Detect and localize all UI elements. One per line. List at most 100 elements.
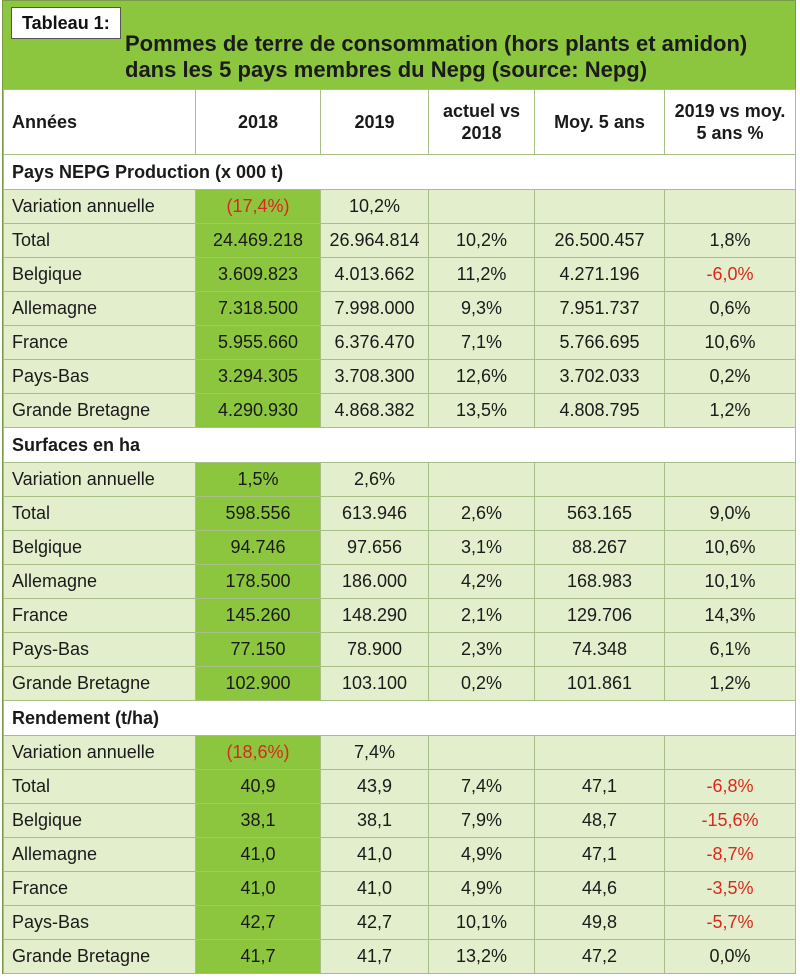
cell-moy-5-ans: 47,1: [534, 769, 665, 804]
cell-2019-vs-moy: 9,0%: [664, 496, 796, 531]
cell-2018: 42,7: [195, 905, 321, 940]
row-label: Total: [3, 769, 196, 804]
cell-2019-vs-moy: [664, 189, 796, 224]
cell-moy-5-ans: 88.267: [534, 530, 665, 565]
cell-actuel-vs-2018: 12,6%: [428, 359, 535, 394]
cell-2019: 4.013.662: [320, 257, 429, 292]
row-label: Allemagne: [3, 564, 196, 599]
cell-2019-vs-moy: 0,2%: [664, 359, 796, 394]
cell-actuel-vs-2018: 2,1%: [428, 598, 535, 633]
section-title: Surfaces en ha: [3, 427, 796, 463]
row-label: Grande Bretagne: [3, 666, 196, 701]
row-label: Variation annuelle: [3, 462, 196, 497]
title-line-2: dans les 5 pays membres du Nepg (source:…: [125, 57, 648, 82]
cell-2019: 78.900: [320, 632, 429, 667]
cell-2019: 2,6%: [320, 462, 429, 497]
cell-moy-5-ans: 4.808.795: [534, 393, 665, 428]
cell-2019: 43,9: [320, 769, 429, 804]
cell-2018: 598.556: [195, 496, 321, 531]
cell-2019-vs-moy: 10,6%: [664, 325, 796, 360]
cell-actuel-vs-2018: 10,1%: [428, 905, 535, 940]
section-header-row: Rendement (t/ha): [3, 700, 796, 736]
cell-2018: 5.955.660: [195, 325, 321, 360]
cell-moy-5-ans: 49,8: [534, 905, 665, 940]
table-row: Variation annuelle 1,5% 2,6%: [3, 462, 796, 497]
cell-2018: 41,0: [195, 871, 321, 906]
table-row: Allemagne 7.318.500 7.998.000 9,3% 7.951.737…: [3, 291, 796, 326]
table-row: Total 40,9 43,9 7,4% 47,1 -6,8%: [3, 769, 796, 804]
cell-moy-5-ans: [534, 189, 665, 224]
row-label: Pays-Bas: [3, 905, 196, 940]
cell-moy-5-ans: 563.165: [534, 496, 665, 531]
cell-actuel-vs-2018: 11,2%: [428, 257, 535, 292]
data-table: Années 2018 2019 actuel vs 2018 Moy. 5 a…: [3, 89, 796, 974]
cell-2018: 3.294.305: [195, 359, 321, 394]
cell-actuel-vs-2018: 2,6%: [428, 496, 535, 531]
table-tag: Tableau 1:: [11, 7, 121, 39]
cell-moy-5-ans: 74.348: [534, 632, 665, 667]
cell-2019: 148.290: [320, 598, 429, 633]
cell-2019-vs-moy: -6,0%: [664, 257, 796, 292]
cell-moy-5-ans: 168.983: [534, 564, 665, 599]
cell-2019-vs-moy: 10,6%: [664, 530, 796, 565]
cell-2019: 97.656: [320, 530, 429, 565]
row-label: Belgique: [3, 803, 196, 838]
cell-2019: 613.946: [320, 496, 429, 531]
table-body: Pays NEPG Production (x 000 t) Variation …: [3, 154, 796, 974]
cell-moy-5-ans: 5.766.695: [534, 325, 665, 360]
section-title: Rendement (t/ha): [3, 700, 796, 736]
table-row: Belgique 94.746 97.656 3,1% 88.267 10,6%: [3, 530, 796, 565]
cell-2019: 41,7: [320, 939, 429, 974]
cell-2018: (17,4%): [195, 189, 321, 224]
cell-actuel-vs-2018: 3,1%: [428, 530, 535, 565]
table-row: Total 598.556 613.946 2,6% 563.165 9,0%: [3, 496, 796, 531]
cell-moy-5-ans: 44,6: [534, 871, 665, 906]
cell-actuel-vs-2018: 4,2%: [428, 564, 535, 599]
cell-2019-vs-moy: -15,6%: [664, 803, 796, 838]
cell-2019-vs-moy: -8,7%: [664, 837, 796, 872]
cell-actuel-vs-2018: 9,3%: [428, 291, 535, 326]
col-header-actuel-line-2: 2018: [461, 123, 502, 143]
cell-2019: 6.376.470: [320, 325, 429, 360]
col-header-vsmoy-line-2: 5 ans %: [696, 123, 764, 143]
table-row: Grande Bretagne 102.900 103.100 0,2% 101.861…: [3, 666, 796, 701]
table-row: France 41,0 41,0 4,9% 44,6 -3,5%: [3, 871, 796, 906]
cell-2019-vs-moy: 0,0%: [664, 939, 796, 974]
table-row: Pays-Bas 42,7 42,7 10,1% 49,8 -5,7%: [3, 905, 796, 940]
cell-2018: 41,7: [195, 939, 321, 974]
col-header-actuel-line-1: actuel vs: [442, 101, 521, 121]
row-label: Pays-Bas: [3, 632, 196, 667]
cell-2018: 24.469.218: [195, 223, 321, 258]
row-label: France: [3, 871, 196, 906]
row-label: Belgique: [3, 530, 196, 565]
cell-2019-vs-moy: -6,8%: [664, 769, 796, 804]
table-row: Variation annuelle (17,4%) 10,2%: [3, 189, 796, 224]
row-label: France: [3, 325, 196, 360]
cell-2019-vs-moy: 1,8%: [664, 223, 796, 258]
table-row: Grande Bretagne 41,7 41,7 13,2% 47,2 0,0%: [3, 939, 796, 974]
col-header-actuel-vs-2018: actuel vs 2018: [428, 89, 535, 155]
row-label: Grande Bretagne: [3, 939, 196, 974]
cell-moy-5-ans: [534, 735, 665, 770]
table-row: Grande Bretagne 4.290.930 4.868.382 13,5% 4.…: [3, 393, 796, 428]
cell-2019: 3.708.300: [320, 359, 429, 394]
cell-2019: 38,1: [320, 803, 429, 838]
cell-moy-5-ans: 3.702.033: [534, 359, 665, 394]
cell-actuel-vs-2018: 4,9%: [428, 871, 535, 906]
cell-2019-vs-moy: -5,7%: [664, 905, 796, 940]
col-header-moy-5-ans: Moy. 5 ans: [534, 89, 665, 155]
cell-moy-5-ans: 129.706: [534, 598, 665, 633]
table-row: Belgique 38,1 38,1 7,9% 48,7 -15,6%: [3, 803, 796, 838]
cell-actuel-vs-2018: 2,3%: [428, 632, 535, 667]
table-title: Pommes de terre de consommation (hors pl…: [125, 31, 785, 83]
cell-actuel-vs-2018: 4,9%: [428, 837, 535, 872]
cell-2018: 38,1: [195, 803, 321, 838]
row-label: Pays-Bas: [3, 359, 196, 394]
section-header-row: Pays NEPG Production (x 000 t): [3, 154, 796, 190]
cell-actuel-vs-2018: 7,1%: [428, 325, 535, 360]
row-label: Belgique: [3, 257, 196, 292]
cell-2019: 41,0: [320, 871, 429, 906]
cell-2019: 186.000: [320, 564, 429, 599]
table-row: Pays-Bas 77.150 78.900 2,3% 74.348 6,1%: [3, 632, 796, 667]
cell-actuel-vs-2018: [428, 735, 535, 770]
